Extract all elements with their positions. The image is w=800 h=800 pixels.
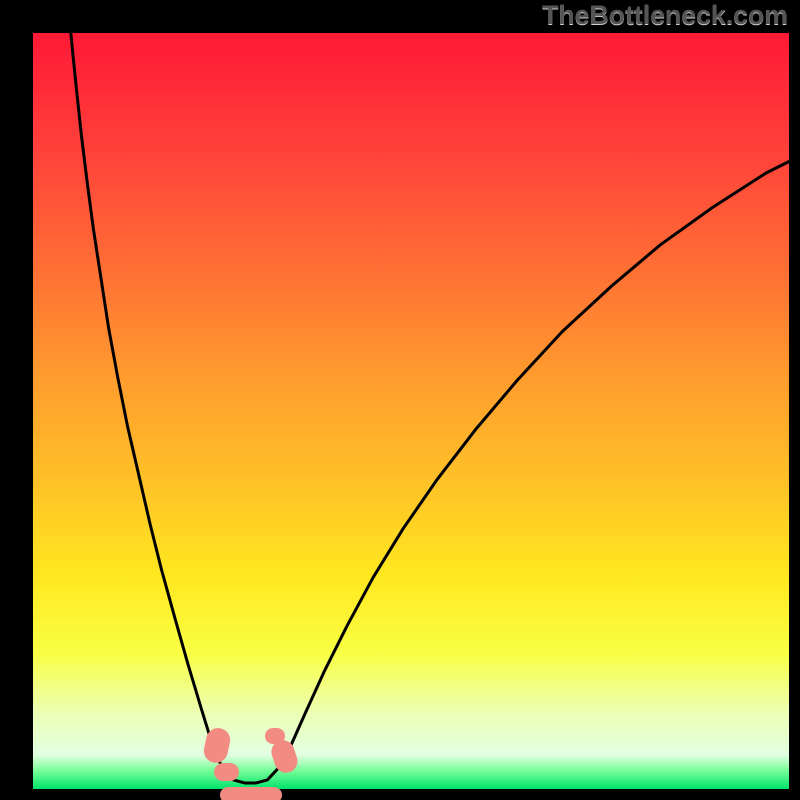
- chart-stage: TheBottleneck.com: [0, 0, 800, 800]
- watermark-text: TheBottleneck.com: [542, 0, 788, 31]
- plot-area: [33, 33, 789, 789]
- curve-path: [71, 33, 789, 783]
- bottleneck-curve: [33, 33, 789, 789]
